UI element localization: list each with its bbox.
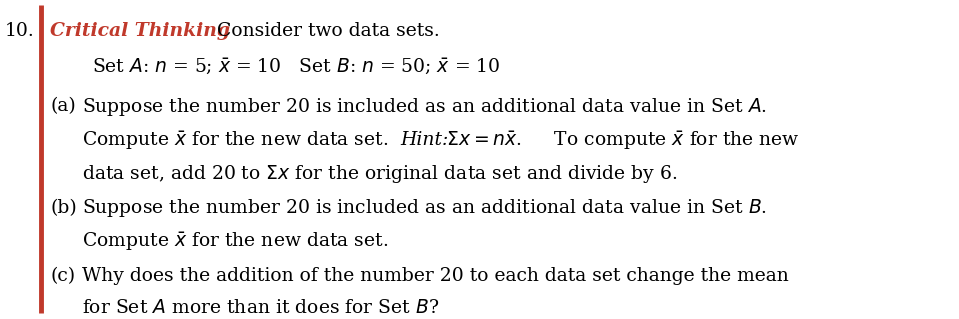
- Text: 10.: 10.: [5, 22, 35, 40]
- Text: Compute $\bar{x}$ for the new data set.: Compute $\bar{x}$ for the new data set.: [82, 231, 388, 253]
- Text: (a): (a): [51, 98, 76, 115]
- Text: data set, add 20 to $\Sigma x$ for the original data set and divide by 6.: data set, add 20 to $\Sigma x$ for the o…: [82, 163, 678, 185]
- Text: Hint:: Hint:: [400, 131, 449, 149]
- Text: for Set $A$ more than it does for Set $B$?: for Set $A$ more than it does for Set $B…: [82, 299, 440, 317]
- Text: Critical Thinking: Critical Thinking: [51, 22, 230, 40]
- Text: (b): (b): [51, 199, 77, 217]
- Text: (c): (c): [51, 267, 76, 285]
- Text: Suppose the number 20 is included as an additional data value in Set $B$.: Suppose the number 20 is included as an …: [82, 197, 767, 219]
- Text: To compute $\bar{x}$ for the new: To compute $\bar{x}$ for the new: [548, 129, 800, 152]
- Text: Set $A$: $n$ = 5; $\bar{x}$ = 10   Set $B$: $n$ = 50; $\bar{x}$ = 10: Set $A$: $n$ = 5; $\bar{x}$ = 10 Set $B$…: [92, 57, 501, 77]
- Text: Compute $\bar{x}$ for the new data set.: Compute $\bar{x}$ for the new data set.: [82, 129, 390, 152]
- Text: Why does the addition of the number 20 to each data set change the mean: Why does the addition of the number 20 t…: [82, 267, 789, 285]
- Text: $\Sigma x = n\bar{x}$.: $\Sigma x = n\bar{x}$.: [441, 131, 522, 150]
- Text: Consider two data sets.: Consider two data sets.: [211, 22, 440, 40]
- Text: Suppose the number 20 is included as an additional data value in Set $A$.: Suppose the number 20 is included as an …: [82, 96, 767, 118]
